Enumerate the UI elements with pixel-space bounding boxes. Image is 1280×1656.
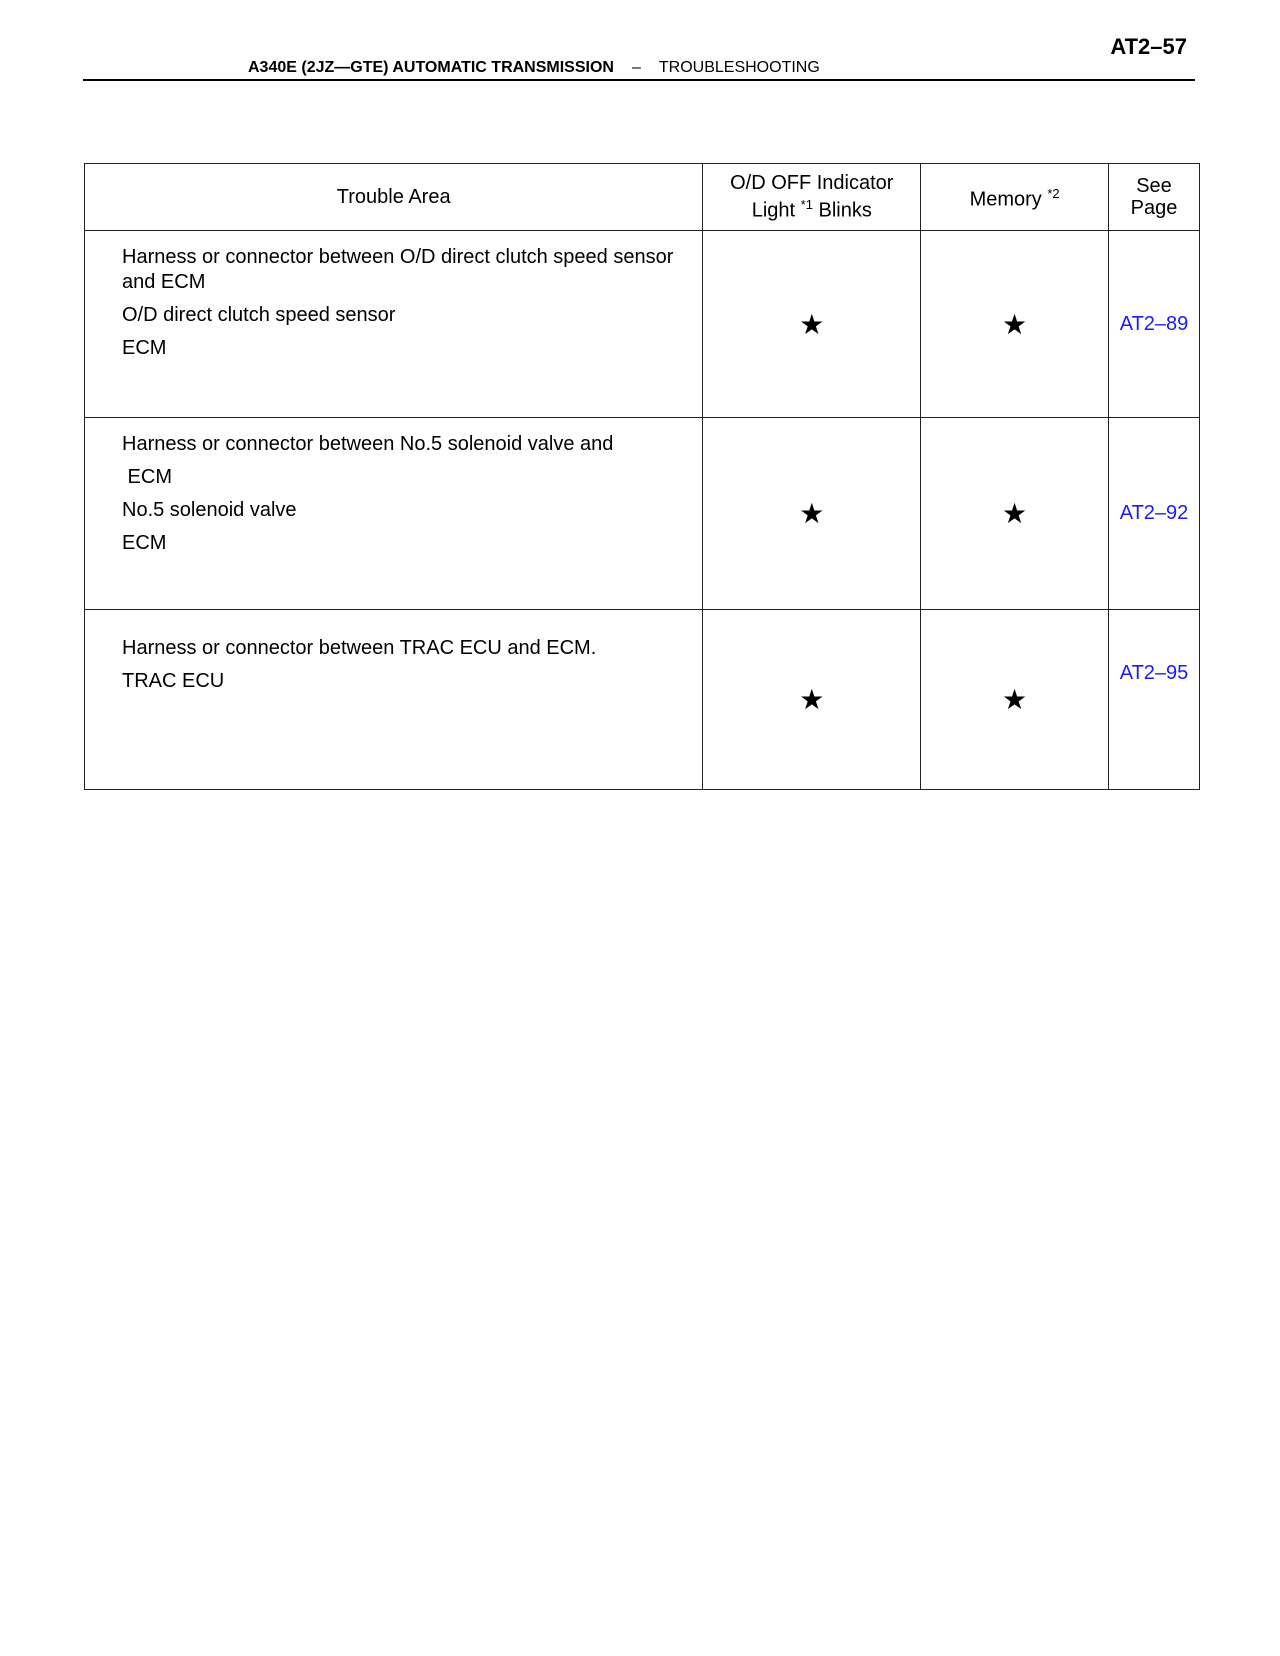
trouble-area-cell: Harness or connector between O/D direct …	[83, 230, 704, 418]
table-row: Harness or connector between TRAC ECU an…	[83, 609, 1200, 790]
star-icon: ★	[920, 230, 1110, 418]
separator: –	[631, 59, 641, 76]
star-icon: ★	[920, 417, 1110, 610]
trouble-area-cell: Harness or connector between No.5 soleno…	[83, 417, 704, 610]
header-text: Blinks	[812, 199, 872, 222]
header-rule	[83, 79, 1195, 81]
subsection-title: TROUBLESHOOTING	[658, 59, 820, 76]
footnote-mark: *2	[1047, 186, 1060, 202]
page-number: AT2–57	[1110, 34, 1187, 59]
trouble-area-cell: Harness or connector between TRAC ECU an…	[83, 609, 704, 790]
header-text: Memory	[969, 188, 1048, 211]
star-icon: ★	[920, 609, 1110, 790]
trouble-area-item: Harness or connector between No.5 soleno…	[122, 433, 614, 455]
trouble-area-item: O/D direct clutch speed sensor	[122, 304, 396, 326]
header-text: O/D OFF Indicator	[730, 172, 894, 195]
see-page-link[interactable]: AT2–92	[1108, 417, 1200, 610]
see-page-link[interactable]: AT2–95	[1108, 609, 1200, 790]
star-icon: ★	[702, 230, 922, 418]
col-memory: Memory *2	[920, 163, 1110, 231]
trouble-area-item: Harness or connector between O/D direct …	[122, 246, 674, 293]
table-row: Harness or connector between No.5 soleno…	[83, 417, 1200, 610]
trouble-area-item: ECM	[122, 532, 167, 554]
trouble-area-item: No.5 solenoid valve	[122, 499, 297, 521]
trouble-table: Trouble Area O/D OFF Indicator Light *1 B…	[83, 163, 1200, 790]
header-text: Page	[1130, 197, 1178, 219]
footnote-mark: *1	[800, 197, 813, 213]
col-see-page: See Page	[1108, 163, 1200, 231]
star-icon: ★	[702, 417, 922, 610]
section-title: A340E (2JZ—GTE) AUTOMATIC TRANSMISSION	[248, 59, 614, 76]
trouble-area-item: TRAC ECU	[122, 670, 225, 692]
header-text: Light	[751, 199, 801, 222]
header-text: See	[1136, 175, 1172, 197]
table-row: Harness or connector between O/D direct …	[83, 230, 1200, 418]
col-trouble-area: Trouble Area	[83, 163, 704, 231]
trouble-area-item: ECM	[122, 337, 167, 359]
table-header-row: Trouble Area O/D OFF Indicator Light *1 B…	[83, 163, 1200, 231]
see-page-link[interactable]: AT2–89	[1108, 230, 1200, 418]
running-header: A340E (2JZ—GTE) AUTOMATIC TRANSMISSION – T…	[248, 59, 820, 77]
trouble-area-item: ECM	[122, 466, 172, 488]
trouble-area-item: Harness or connector between TRAC ECU an…	[122, 637, 597, 659]
col-od-off-indicator: O/D OFF Indicator Light *1 Blinks	[702, 163, 922, 231]
star-icon: ★	[702, 609, 922, 790]
